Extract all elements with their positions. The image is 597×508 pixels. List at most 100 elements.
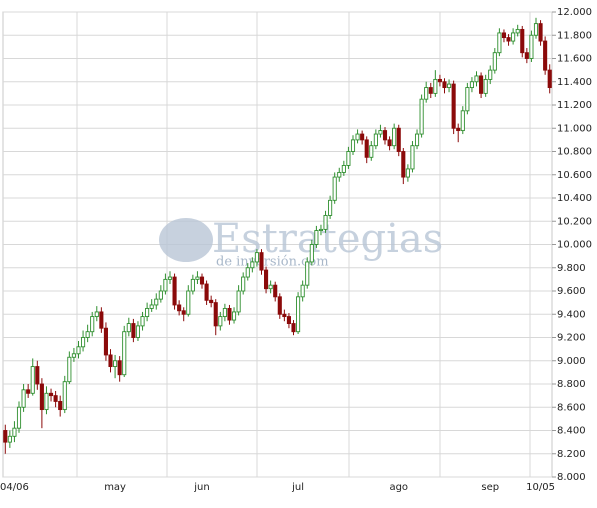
candle [460, 106, 465, 135]
candle [35, 360, 40, 390]
candle-body [318, 228, 324, 231]
candle [117, 356, 122, 382]
candle-body [85, 331, 90, 338]
candle [479, 72, 484, 99]
candle [318, 224, 324, 236]
candle [300, 280, 305, 302]
candle [447, 79, 452, 93]
candle-body [437, 78, 442, 83]
candle [108, 349, 113, 373]
candle [268, 280, 273, 294]
candle-body [296, 296, 301, 333]
candle [515, 24, 520, 37]
candle-body [428, 87, 433, 94]
candle-body [218, 316, 223, 327]
candle-body [337, 171, 342, 178]
candle-body [163, 278, 168, 292]
candle [511, 28, 516, 45]
y-tick-label: 9.200 [557, 333, 586, 344]
candle-body [268, 284, 273, 290]
candle [451, 80, 456, 135]
candle [414, 129, 420, 150]
candle-body [529, 34, 534, 59]
candle-body [254, 252, 259, 263]
candle-body [199, 276, 205, 285]
candle-body [424, 87, 429, 100]
candle [424, 81, 429, 103]
candle-body [451, 83, 456, 129]
y-tick-label: 9.600 [557, 286, 586, 297]
candle-body [264, 269, 269, 290]
candle [529, 30, 534, 62]
candle [245, 263, 250, 281]
candle-body [67, 356, 72, 383]
candle-body [286, 316, 291, 325]
candle [323, 210, 328, 233]
candle-body [309, 244, 314, 263]
candle [131, 318, 136, 343]
candle [465, 82, 470, 115]
candle [122, 325, 127, 378]
candle [501, 29, 507, 43]
candle [543, 36, 548, 75]
candle-body [442, 81, 447, 89]
candle-body [511, 32, 516, 42]
candle [145, 302, 150, 322]
candle [231, 307, 237, 324]
y-tick-label: 9.000 [557, 356, 586, 367]
candle [76, 340, 81, 359]
candle-body [401, 151, 406, 178]
candle-body [506, 37, 511, 42]
candle [16, 401, 22, 433]
candle-body [300, 284, 305, 298]
candle-body [213, 302, 218, 327]
y-tick-label: 8.400 [557, 426, 586, 437]
candle-body [241, 276, 246, 292]
candle [222, 303, 227, 322]
candle [341, 160, 346, 176]
candle-body [479, 75, 484, 94]
x-tick-label: 04/06 [0, 482, 29, 493]
y-tick-label: 10.400 [557, 193, 592, 204]
candle-body [547, 69, 552, 89]
candle-body [273, 284, 278, 298]
candle [547, 64, 552, 94]
candle [433, 70, 438, 97]
candle-body [497, 32, 502, 54]
candle [497, 28, 502, 57]
y-tick-label: 11.000 [557, 123, 592, 134]
candle [81, 330, 86, 352]
candle [259, 249, 264, 275]
candle-body [382, 130, 388, 141]
candle [195, 271, 200, 285]
candle [396, 124, 401, 157]
candle [538, 20, 543, 46]
candle [309, 239, 314, 266]
candle [227, 304, 232, 325]
candle [382, 127, 388, 145]
candle-body [21, 389, 26, 408]
candle-body [186, 290, 191, 315]
x-tick-label: jul [291, 482, 304, 493]
candle-body [378, 130, 383, 135]
candle [401, 148, 406, 185]
candle [58, 395, 63, 417]
y-tick-label: 10.000 [557, 240, 592, 251]
candle-body [222, 307, 227, 318]
candle [186, 285, 191, 317]
candle-body [282, 313, 287, 318]
candle [346, 146, 351, 169]
candle-body [131, 323, 136, 338]
candle [506, 34, 511, 46]
candle-body [190, 278, 195, 292]
candle-body [323, 214, 328, 230]
candle [53, 390, 58, 408]
candle-body [154, 298, 159, 306]
candle-body [360, 133, 365, 141]
candle [94, 306, 99, 322]
candle-body [122, 331, 127, 376]
candle [492, 48, 497, 74]
candle-body [140, 316, 145, 327]
candle [99, 307, 104, 333]
candle-body [369, 145, 374, 158]
